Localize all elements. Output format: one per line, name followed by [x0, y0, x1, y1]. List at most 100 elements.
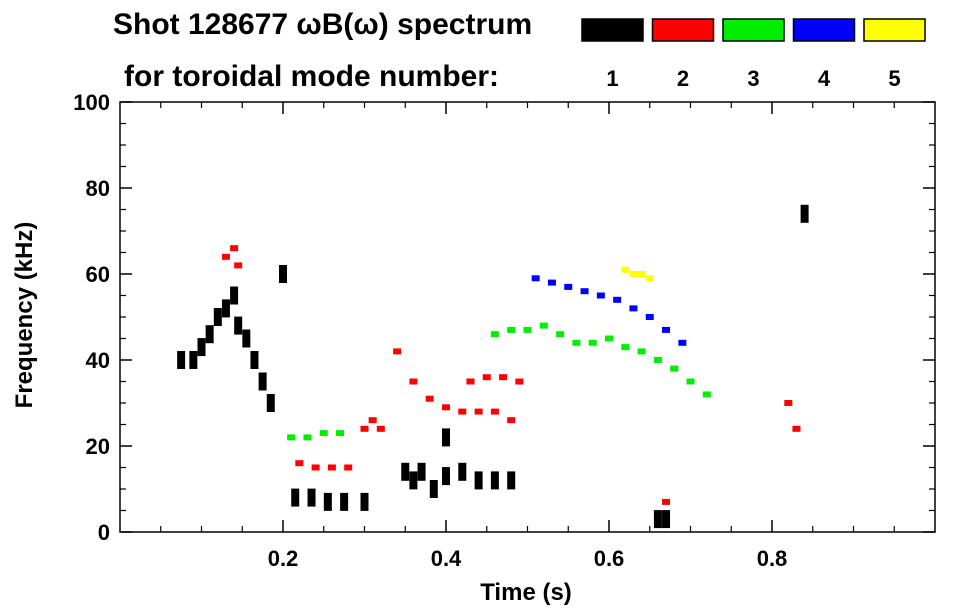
data-point [645, 314, 654, 320]
chart-title-line1: Shot 128677 ωB(ω) spectrum [113, 8, 532, 41]
data-point [621, 266, 630, 273]
data-point [213, 308, 222, 326]
data-point [507, 471, 516, 490]
data-point [401, 462, 410, 481]
data-point [499, 374, 508, 381]
legend-label-2: 2 [677, 66, 689, 91]
series-n1 [177, 204, 809, 529]
data-point [230, 245, 239, 252]
data-point [678, 339, 687, 346]
data-point [344, 464, 353, 471]
data-point [279, 265, 287, 283]
legend-swatch-3 [722, 18, 785, 42]
data-point [360, 425, 369, 432]
data-point [258, 372, 267, 391]
data-point [637, 271, 646, 277]
legend-label-4: 4 [818, 66, 831, 91]
data-point [466, 378, 475, 385]
x-tick-label: 0.4 [431, 546, 462, 571]
data-point [336, 430, 345, 437]
data-point [629, 305, 638, 312]
data-point [547, 279, 556, 286]
data-point [393, 348, 402, 355]
data-point [189, 351, 198, 369]
x-axis-label: Time (s) [480, 579, 572, 606]
data-point [531, 275, 540, 282]
y-tick-label: 0 [98, 520, 110, 545]
data-point [645, 275, 654, 282]
legend-swatch-4 [792, 18, 856, 42]
chart-title-line2: for toroidal mode number: [124, 60, 499, 93]
series-n4 [531, 275, 687, 346]
data-point [303, 434, 312, 441]
data-point [360, 492, 369, 511]
data-point [458, 408, 467, 415]
data-point [417, 462, 426, 481]
data-point [340, 492, 349, 511]
data-point [287, 434, 296, 441]
data-point [221, 253, 230, 260]
data-point [629, 271, 638, 277]
data-point [686, 378, 695, 385]
data-point [474, 471, 483, 490]
y-tick-label: 20 [86, 434, 110, 459]
data-point [376, 425, 385, 432]
legend: 1 2 3 4 5 [581, 18, 926, 91]
data-point [572, 339, 581, 346]
data-point [327, 464, 336, 471]
y-tick-label: 40 [86, 348, 110, 373]
data-point [523, 326, 532, 333]
data-point [507, 417, 516, 424]
axes: 0 20 40 60 80 100 0.2 0.4 0.6 0.8 [73, 90, 936, 571]
data-point [425, 395, 434, 402]
data-point [266, 394, 275, 412]
data-point [490, 331, 499, 338]
data-point [588, 339, 597, 346]
data-point [307, 488, 316, 507]
series-n3 [287, 322, 711, 441]
x-tick-label: 0.6 [594, 546, 625, 571]
data-point [368, 417, 377, 424]
data-point [605, 335, 613, 342]
data-point [242, 329, 251, 348]
x-tick-label: 0.8 [757, 546, 788, 571]
data-point [323, 492, 332, 511]
series-n5 [621, 266, 654, 282]
legend-label-1: 1 [606, 66, 618, 91]
y-axis-label: Frequency (kHz) [11, 222, 38, 409]
plot-frame [119, 101, 936, 533]
data-point [311, 464, 320, 471]
data-point [596, 292, 605, 299]
data-point [442, 404, 450, 411]
data-point [197, 338, 206, 357]
data-point [490, 471, 499, 490]
x-tick-label: 0.2 [268, 546, 299, 571]
legend-swatch-1 [581, 18, 644, 42]
data-point [429, 480, 438, 498]
y-tick-label: 100 [73, 90, 110, 115]
data-point [653, 510, 662, 529]
data-point [621, 344, 630, 351]
data-point [250, 351, 259, 369]
data-point [490, 408, 499, 415]
data-point [409, 378, 418, 385]
data-point [637, 348, 646, 355]
data-point [702, 391, 711, 398]
data-point [784, 400, 793, 406]
series-n2 [221, 245, 801, 505]
data-point [564, 283, 573, 290]
data-point [653, 357, 662, 363]
plot-area [177, 204, 809, 529]
data-point [319, 430, 328, 437]
y-tick-label: 60 [86, 262, 110, 287]
legend-swatch-2 [651, 18, 715, 42]
data-point [539, 322, 548, 329]
data-point [662, 498, 671, 505]
data-point [230, 286, 239, 305]
data-point [800, 204, 809, 223]
data-point [792, 425, 801, 432]
data-point [507, 326, 516, 333]
data-point [295, 460, 304, 467]
data-point [515, 378, 524, 385]
data-point [205, 325, 214, 344]
